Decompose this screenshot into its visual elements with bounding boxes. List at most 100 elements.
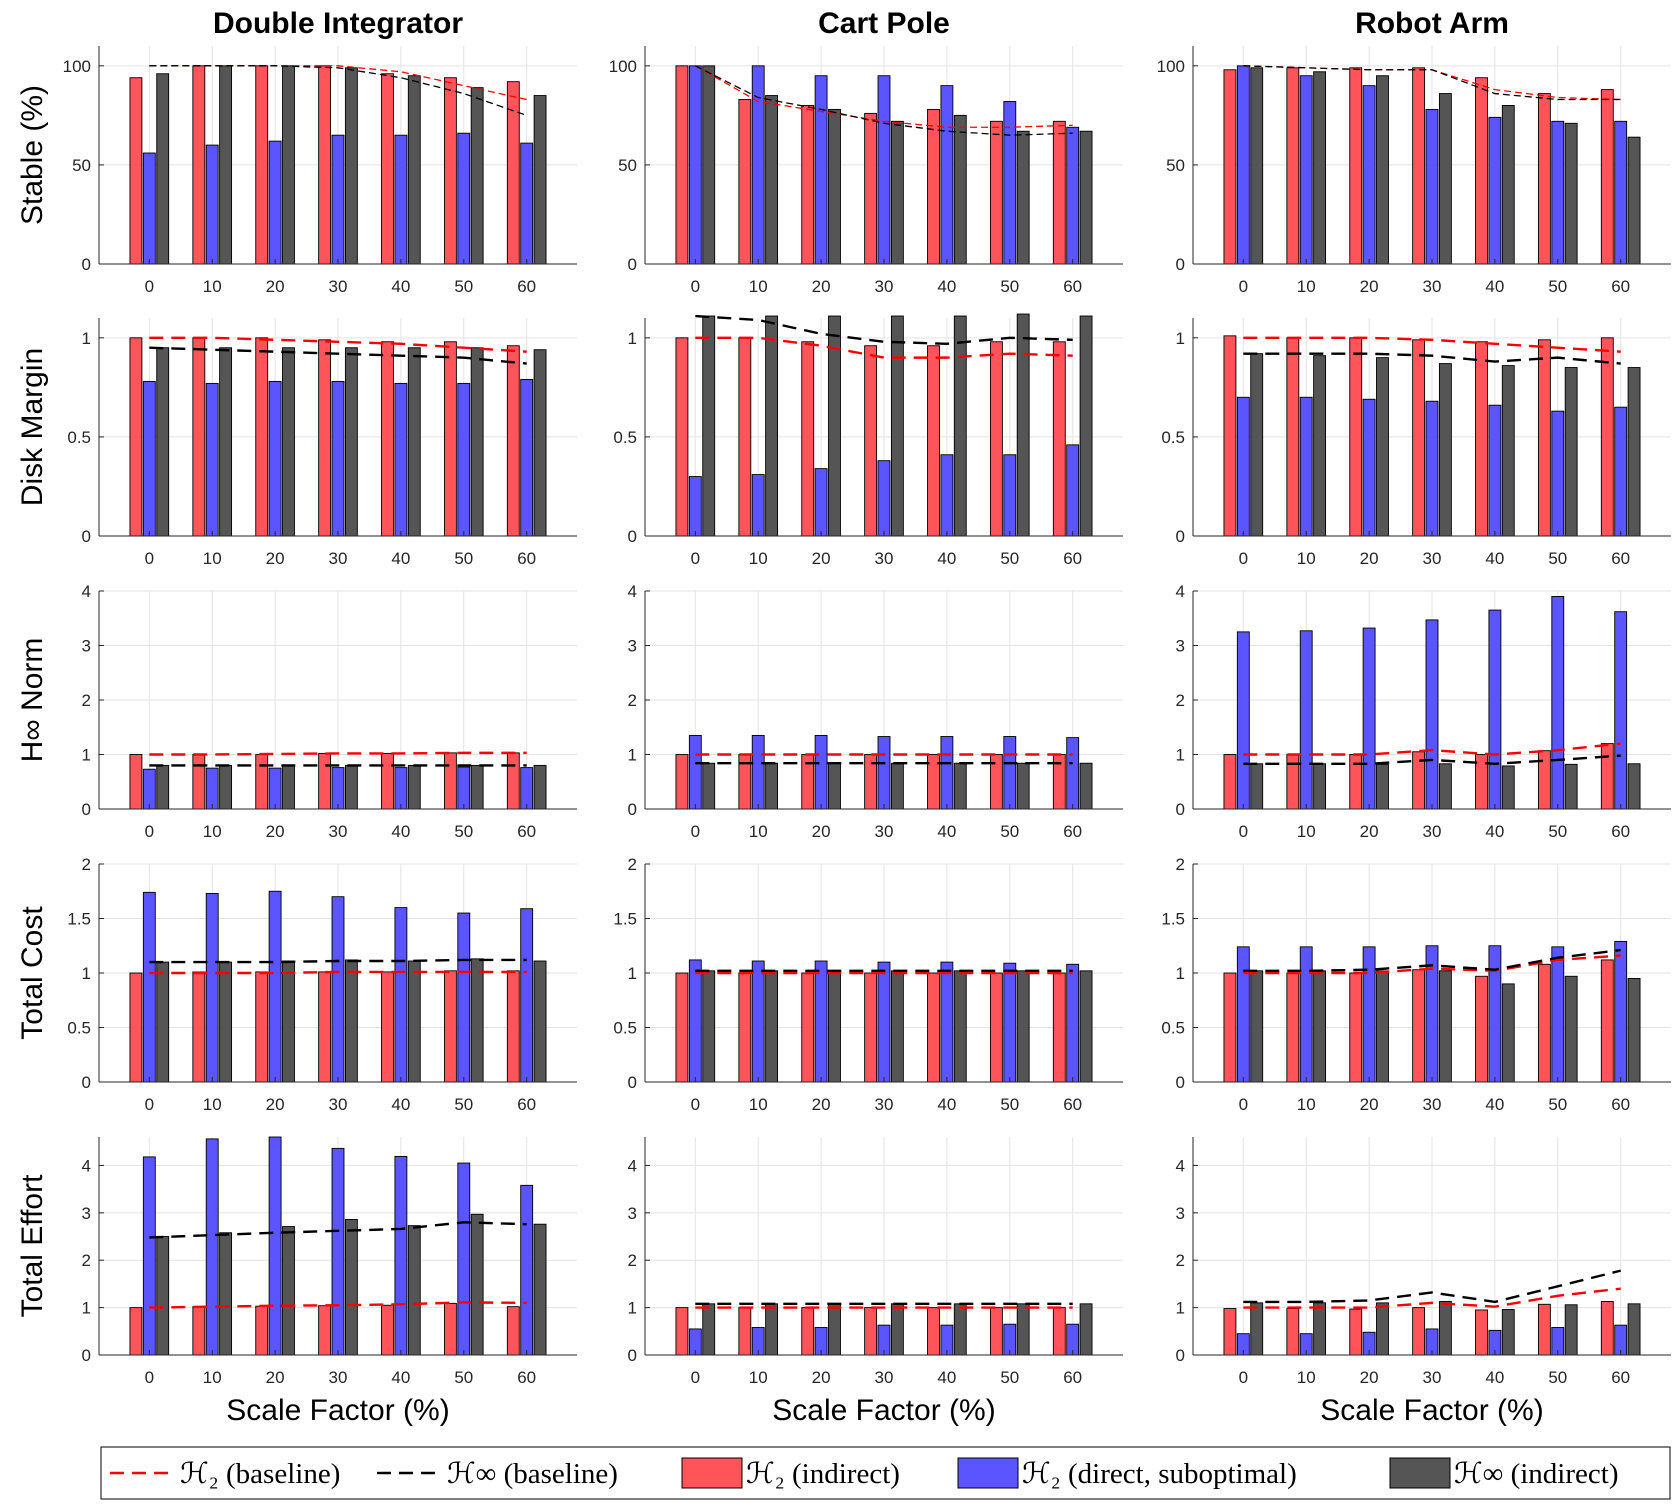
bar-hinf-indirect	[1501, 105, 1515, 265]
bar-h2-indirect	[443, 77, 457, 265]
bar-h2-indirect	[989, 972, 1003, 1083]
bar-h2-indirect	[443, 970, 457, 1083]
bar-h2-indirect	[989, 1307, 1003, 1356]
bar-h2-indirect	[1475, 1309, 1488, 1356]
line-hinf-baseline	[695, 314, 1073, 345]
panel-1-1: 00.510 10 20 30 40 50 60	[613, 313, 1123, 568]
bar-h2-indirect	[1600, 337, 1614, 537]
bar-hinf-indirect	[282, 65, 295, 265]
bar-h2-indirect	[675, 1307, 689, 1356]
bar-h2-indirect	[443, 752, 457, 810]
bar-hinf-indirect	[1079, 130, 1093, 265]
bar-h2-indirect	[989, 341, 1003, 537]
y-tick-label: 0.5	[67, 1019, 91, 1038]
bar-h2-direct	[1614, 611, 1628, 810]
bar-h2-direct	[814, 960, 828, 1083]
bar-h2-direct	[457, 912, 471, 1083]
bar-hinf-indirect	[1313, 71, 1327, 265]
x-tick-label: 20	[812, 1368, 831, 1387]
bar-h2-direct	[1362, 85, 1376, 265]
bar-hinf-indirect	[765, 1303, 779, 1356]
bar-h2-indirect	[129, 77, 143, 265]
bar-h2-direct	[268, 380, 282, 537]
bar-hinf-indirect	[282, 764, 295, 810]
x-tick-label: 10	[749, 277, 768, 296]
bar-hinf-indirect	[1627, 136, 1641, 265]
bar-hinf-indirect	[1250, 1302, 1264, 1356]
bar-h2-direct	[142, 380, 156, 537]
bar-h2-indirect	[927, 345, 940, 537]
y-tick-label: 0.5	[67, 428, 91, 447]
bar-h2-indirect	[927, 972, 940, 1083]
x-tick-label: 60	[517, 277, 536, 296]
legend-label: ℋ₂ (indirect)	[746, 1458, 900, 1490]
row-label: Stable (%)	[16, 85, 49, 225]
line-h2-baseline	[149, 336, 527, 353]
y-tick-label: 0.5	[613, 1019, 637, 1038]
bar-h2-indirect	[1286, 972, 1300, 1083]
y-tick-label: 0	[82, 527, 91, 546]
x-tick-label: 40	[937, 277, 956, 296]
bar-h2-direct	[1066, 444, 1080, 537]
y-tick-label: 2	[82, 691, 91, 710]
x-tick-label: 20	[266, 1368, 285, 1387]
bar-h2-indirect	[738, 337, 752, 537]
bar-h2-direct	[1236, 946, 1250, 1083]
bar-hinf-indirect	[533, 960, 547, 1083]
bar-h2-indirect	[318, 752, 332, 810]
y-tick-label: 1	[1176, 1299, 1185, 1318]
bar-h2-indirect	[381, 341, 394, 537]
bar-hinf-indirect	[1079, 970, 1093, 1083]
x-tick-label: 40	[391, 1095, 410, 1114]
x-tick-label: 0	[1239, 277, 1248, 296]
bar-hinf-indirect	[1564, 122, 1578, 265]
x-tick-label: 0	[691, 1368, 700, 1387]
bar-hinf-indirect	[1079, 1303, 1093, 1356]
x-tick-label: 50	[1548, 1368, 1567, 1387]
bar-hinf-indirect	[219, 764, 233, 810]
x-tick-label: 20	[1360, 1368, 1379, 1387]
x-tick-label: 0	[145, 1095, 154, 1114]
line-hinf-baseline	[695, 65, 1073, 136]
bar-h2-indirect	[129, 337, 143, 537]
y-tick-label: 0	[628, 255, 637, 274]
x-tick-label: 30	[1423, 1095, 1442, 1114]
x-tick-label: 10	[1297, 822, 1316, 841]
bar-h2-indirect	[443, 341, 457, 537]
x-tick-label: 50	[1000, 1368, 1019, 1387]
bar-h2-direct	[331, 1147, 345, 1356]
x-tick-label: 60	[1611, 277, 1630, 296]
x-tick-label: 30	[875, 549, 894, 568]
line-h2-baseline	[1243, 954, 1621, 975]
bar-hinf-indirect	[1079, 762, 1093, 810]
bar-hinf-indirect	[953, 970, 967, 1083]
bar-h2-indirect	[255, 1305, 269, 1356]
y-tick-label: 0	[1176, 1073, 1185, 1092]
x-tick-label: 40	[937, 549, 956, 568]
y-tick-label: 0	[82, 800, 91, 819]
grid	[645, 1137, 1123, 1356]
bar-h2-indirect	[381, 1304, 394, 1356]
legend-label: ℋ₂ (direct, suboptimal)	[1022, 1458, 1297, 1490]
bar-hinf-indirect	[470, 1213, 484, 1356]
bar-h2-indirect	[192, 1306, 206, 1356]
x-tick-label: 50	[454, 549, 473, 568]
y-tick-label: 0.5	[613, 428, 637, 447]
bar-hinf-indirect	[282, 347, 295, 537]
bar-hinf-indirect	[1501, 765, 1515, 810]
bar-h2-direct	[394, 767, 408, 810]
bar-h2-indirect	[1600, 89, 1614, 265]
bar-hinf-indirect	[1564, 763, 1578, 810]
y-tick-label: 1	[628, 746, 637, 765]
bar-hinf-indirect	[702, 1303, 716, 1356]
y-tick-label: 0	[628, 800, 637, 819]
bar-hinf-indirect	[1627, 763, 1641, 810]
y-tick-label: 3	[82, 637, 91, 656]
x-tick-label: 50	[1548, 277, 1567, 296]
bar-h2-indirect	[506, 752, 520, 810]
x-tick-label: 10	[1297, 1368, 1316, 1387]
x-tick-label: 30	[329, 1095, 348, 1114]
